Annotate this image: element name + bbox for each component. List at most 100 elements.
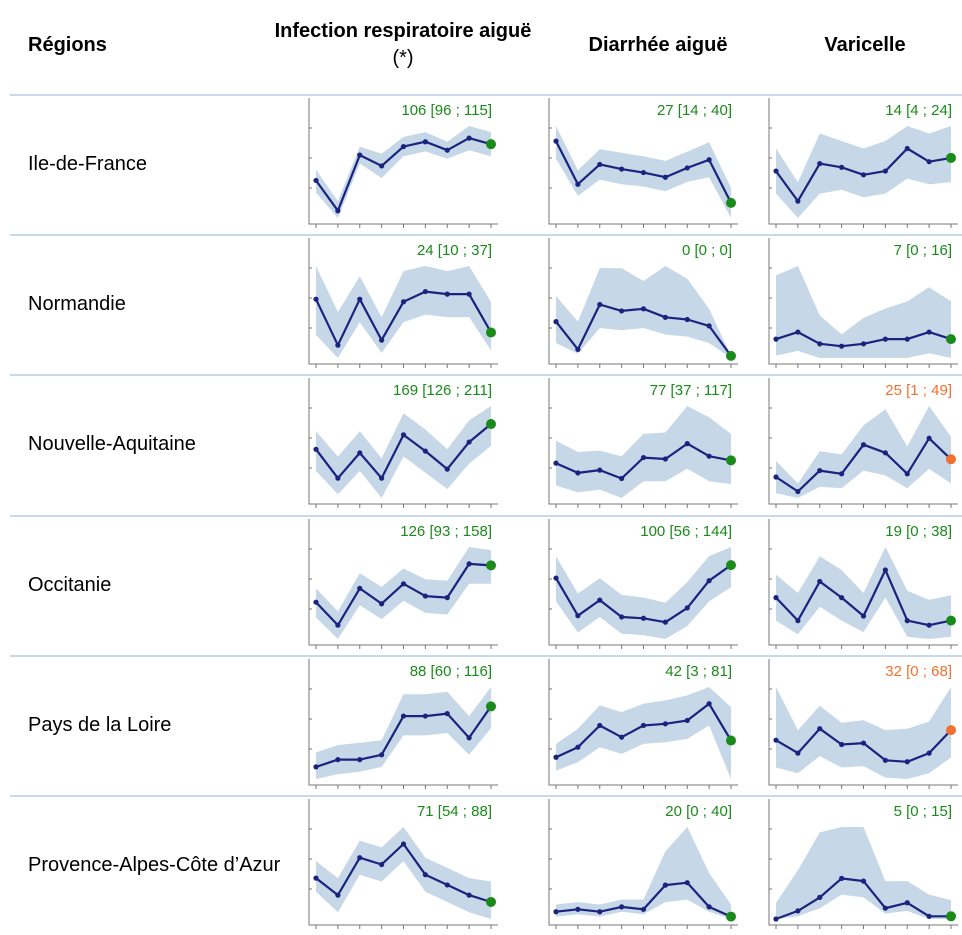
data-point — [684, 165, 690, 171]
estimate-label: 88 [60 ; 116] — [410, 663, 492, 680]
data-point — [619, 166, 625, 172]
data-point — [684, 880, 690, 886]
latest-point — [726, 197, 736, 208]
estimate-label: 14 [4 ; 24] — [885, 102, 952, 119]
latest-point — [946, 615, 956, 626]
row-separator — [10, 94, 962, 96]
estimate-label: 27 [14 ; 40] — [657, 102, 732, 119]
sparkline-panel: 88 [60 ; 116] — [308, 659, 498, 789]
data-point — [444, 595, 450, 601]
data-point — [553, 575, 559, 581]
data-point — [357, 855, 363, 861]
confidence-band — [316, 547, 491, 639]
data-point — [839, 595, 845, 601]
data-point — [817, 894, 823, 900]
data-point — [839, 741, 845, 748]
data-point — [904, 471, 910, 477]
sparkline-panel: 25 [1 ; 49] — [768, 378, 958, 508]
data-point — [839, 343, 845, 349]
data-point — [466, 291, 472, 297]
data-point — [553, 138, 559, 144]
latest-point — [946, 454, 956, 465]
data-point — [706, 323, 712, 329]
data-point — [619, 308, 625, 314]
confidence-band — [316, 266, 491, 358]
data-point — [553, 460, 559, 466]
data-point — [575, 470, 581, 476]
data-point — [444, 291, 450, 297]
row-separator — [10, 515, 962, 517]
estimate-label: 19 [0 ; 38] — [885, 523, 952, 540]
axis-line — [308, 659, 498, 786]
estimate-label: 25 [1 ; 49] — [885, 382, 952, 399]
data-point — [795, 198, 801, 204]
region-label: Occitanie — [28, 573, 112, 596]
confidence-band — [316, 687, 491, 779]
estimate-label: 126 [93 ; 158] — [400, 523, 492, 540]
sparkline-panel: 169 [126 ; 211] — [308, 378, 498, 508]
latest-point — [726, 455, 736, 466]
sparkline-panel: 7 [0 ; 16] — [768, 238, 958, 368]
header-varicelle: Varicelle — [824, 33, 906, 56]
region-label: Pays de la Loire — [28, 713, 172, 736]
data-point — [662, 721, 668, 727]
data-point — [575, 346, 581, 353]
estimate-label: 100 [56 ; 144] — [640, 523, 732, 540]
data-point — [795, 488, 801, 495]
data-point — [640, 906, 647, 912]
data-point — [597, 161, 603, 168]
axis-line — [548, 238, 738, 365]
estimate-label: 20 [0 ; 40] — [665, 803, 732, 820]
data-point — [904, 336, 910, 342]
data-point — [904, 618, 910, 624]
data-point — [684, 316, 690, 323]
data-point — [619, 614, 625, 620]
data-point — [597, 467, 603, 473]
data-point — [466, 439, 472, 445]
data-point — [882, 450, 888, 456]
data-point — [422, 713, 428, 719]
data-point — [817, 160, 823, 167]
data-point — [466, 135, 472, 141]
data-point — [400, 713, 407, 719]
row-separator — [10, 234, 962, 236]
data-point — [400, 581, 407, 587]
data-point — [444, 711, 450, 717]
data-point — [379, 337, 385, 343]
region-label: Provence-Alpes-Côte d’Azur — [28, 853, 281, 876]
latest-point — [946, 152, 956, 163]
sparkline-panel: 32 [0 ; 68] — [768, 659, 958, 789]
data-point — [795, 329, 801, 335]
data-point — [597, 722, 603, 729]
row-separator — [10, 655, 962, 657]
data-point — [860, 613, 867, 619]
confidence-band — [556, 827, 731, 919]
data-point — [882, 757, 888, 763]
data-point — [817, 467, 823, 474]
axis-line — [548, 378, 738, 505]
data-point — [684, 441, 690, 447]
axis-line — [768, 659, 958, 786]
data-point — [422, 288, 428, 295]
sparkline-panel: 100 [56 ; 144] — [548, 519, 738, 649]
latest-point — [726, 735, 736, 746]
region-label: Normandie — [28, 292, 126, 315]
data-point — [379, 163, 385, 169]
axis-line — [548, 659, 738, 786]
data-point — [662, 314, 668, 320]
data-point — [444, 147, 450, 153]
data-point — [553, 754, 559, 760]
latest-point — [946, 725, 956, 736]
data-point — [313, 764, 319, 770]
data-point — [379, 601, 385, 607]
data-point — [926, 750, 932, 756]
sparkline-panel: 77 [37 ; 117] — [548, 378, 738, 508]
data-point — [379, 861, 385, 868]
confidence-band — [776, 687, 951, 779]
data-point — [817, 726, 823, 732]
axis-line — [308, 238, 498, 365]
data-point — [335, 475, 341, 481]
data-point — [706, 157, 712, 163]
confidence-band — [776, 126, 951, 218]
data-point — [926, 435, 932, 441]
